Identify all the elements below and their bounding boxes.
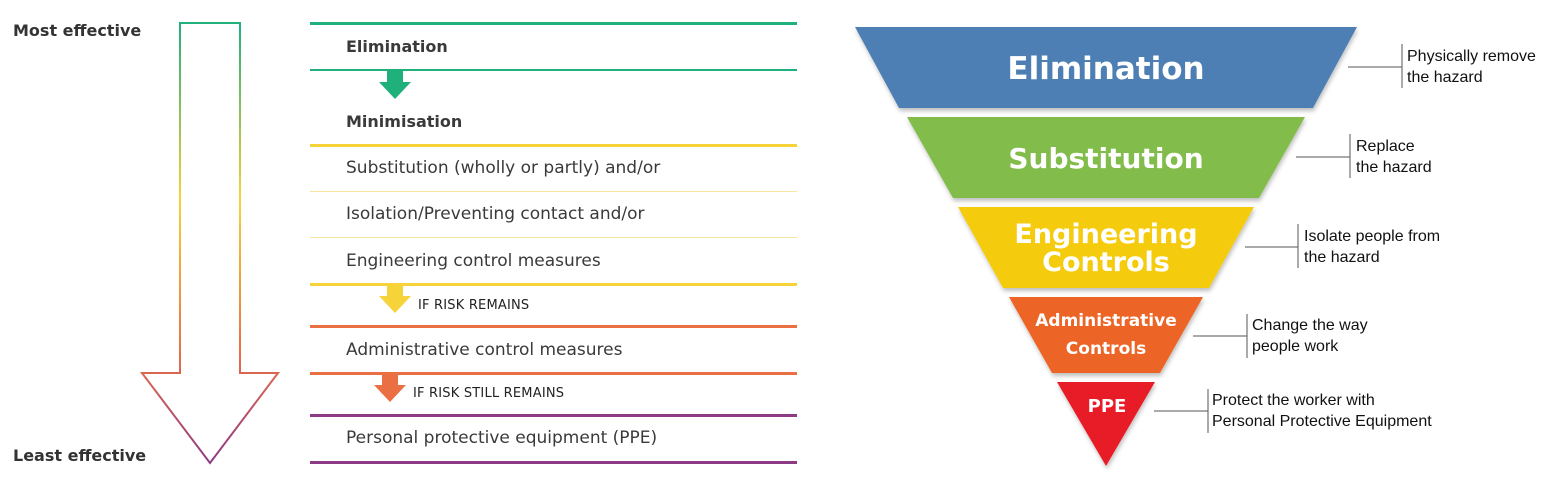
pyramid-label-engineering-2: Controls	[1042, 247, 1170, 278]
annotation-engineering-line1: Isolate people from	[1304, 228, 1441, 245]
if-risk-still-remains-label: IF RISK STILL REMAINS	[413, 386, 565, 401]
row-administrative: Administrative control measures	[346, 340, 623, 360]
annotation-engineering-line2: the hazard	[1304, 249, 1380, 266]
divider-yellow-thin	[310, 237, 797, 238]
row-minimisation: Minimisation	[346, 112, 463, 131]
pyramid-level-engineering	[958, 207, 1254, 288]
annotation-elimination: Physically remove the hazard	[1407, 46, 1536, 88]
pyramid-level-ppe	[1057, 382, 1155, 466]
annotation-substitution-line1: Replace	[1356, 138, 1415, 155]
annotation-administrative: Change the way people work	[1252, 315, 1368, 357]
annotation-ppe: Protect the worker with Personal Protect…	[1212, 390, 1432, 432]
row-ppe: Personal protective equipment (PPE)	[346, 428, 658, 448]
annotation-substitution-line2: the hazard	[1356, 159, 1432, 176]
annotation-ppe-line1: Protect the worker with	[1212, 392, 1375, 409]
annotation-elimination-line1: Physically remove	[1407, 48, 1536, 65]
pyramid-level-administrative	[1009, 297, 1203, 373]
row-engineering: Engineering control measures	[346, 251, 601, 271]
row-substitution: Substitution (wholly or partly) and/or	[346, 158, 661, 178]
row-isolation: Isolation/Preventing contact and/or	[346, 204, 645, 224]
divider-green	[310, 69, 797, 71]
effectiveness-down-arrow-icon	[139, 22, 281, 465]
annotation-ppe-line2: Personal Protective Equipment	[1212, 413, 1432, 430]
if-risk-remains-label: IF RISK REMAINS	[418, 298, 530, 313]
least-effective-label: Least effective	[13, 446, 147, 465]
most-effective-label: Most effective	[13, 21, 142, 40]
pyramid-label-ppe: PPE	[1088, 396, 1127, 417]
pyramid-label-administrative-2: Controls	[1066, 339, 1146, 359]
annotation-substitution: Replace the hazard	[1356, 136, 1432, 178]
divider-purple	[310, 414, 797, 417]
divider-green-top	[310, 22, 797, 25]
pyramid-level-elimination	[855, 27, 1357, 108]
pyramid-label-administrative-1: Administrative	[1035, 311, 1176, 331]
pyramid-label-substitution: Substitution	[1008, 142, 1203, 175]
annotation-elimination-line2: the hazard	[1407, 69, 1483, 86]
divider-yellow	[310, 283, 797, 286]
divider-yellow	[310, 144, 797, 147]
annotation-connectors	[1154, 44, 1403, 433]
arrow-down-orange-icon	[374, 373, 406, 402]
arrow-down-yellow-icon	[379, 284, 411, 313]
row-elimination: Elimination	[346, 37, 448, 56]
hierarchy-pyramid: Elimination Substitution Engineering Con…	[855, 27, 1357, 466]
pyramid-label-engineering-1: Engineering	[1014, 219, 1197, 250]
pyramid-label-elimination: Elimination	[1007, 51, 1204, 87]
pyramid-level-substitution	[907, 117, 1305, 198]
divider-orange	[310, 325, 797, 328]
divider-purple-bottom	[310, 461, 797, 464]
divider-orange	[310, 372, 797, 375]
annotation-engineering: Isolate people from the hazard	[1304, 226, 1440, 268]
annotation-administrative-line2: people work	[1252, 338, 1339, 355]
arrow-down-green-icon	[379, 70, 411, 99]
divider-yellow-thin	[310, 191, 797, 192]
annotation-administrative-line1: Change the way	[1252, 317, 1368, 334]
